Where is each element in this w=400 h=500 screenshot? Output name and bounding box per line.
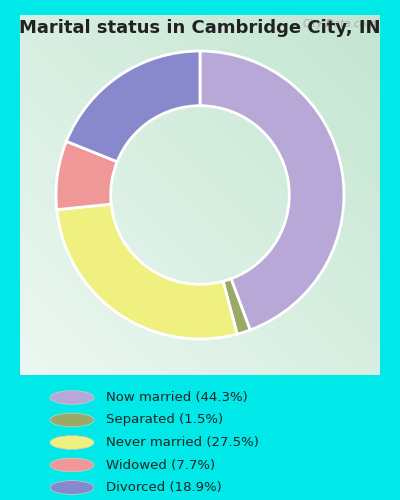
Wedge shape	[200, 51, 344, 330]
Text: Now married (44.3%): Now married (44.3%)	[106, 391, 248, 404]
Text: Marital status in Cambridge City, IN: Marital status in Cambridge City, IN	[19, 19, 381, 37]
Circle shape	[50, 390, 94, 404]
Circle shape	[50, 458, 94, 472]
Wedge shape	[56, 142, 117, 210]
Circle shape	[50, 436, 94, 450]
Text: Separated (1.5%): Separated (1.5%)	[106, 414, 223, 426]
Circle shape	[50, 480, 94, 494]
Text: Widowed (7.7%): Widowed (7.7%)	[106, 458, 215, 471]
Wedge shape	[66, 51, 200, 162]
Text: City-Data.com: City-Data.com	[302, 18, 376, 28]
Text: Never married (27.5%): Never married (27.5%)	[106, 436, 259, 449]
Wedge shape	[57, 204, 237, 339]
Wedge shape	[223, 278, 250, 334]
Circle shape	[50, 413, 94, 427]
Text: Divorced (18.9%): Divorced (18.9%)	[106, 481, 222, 494]
